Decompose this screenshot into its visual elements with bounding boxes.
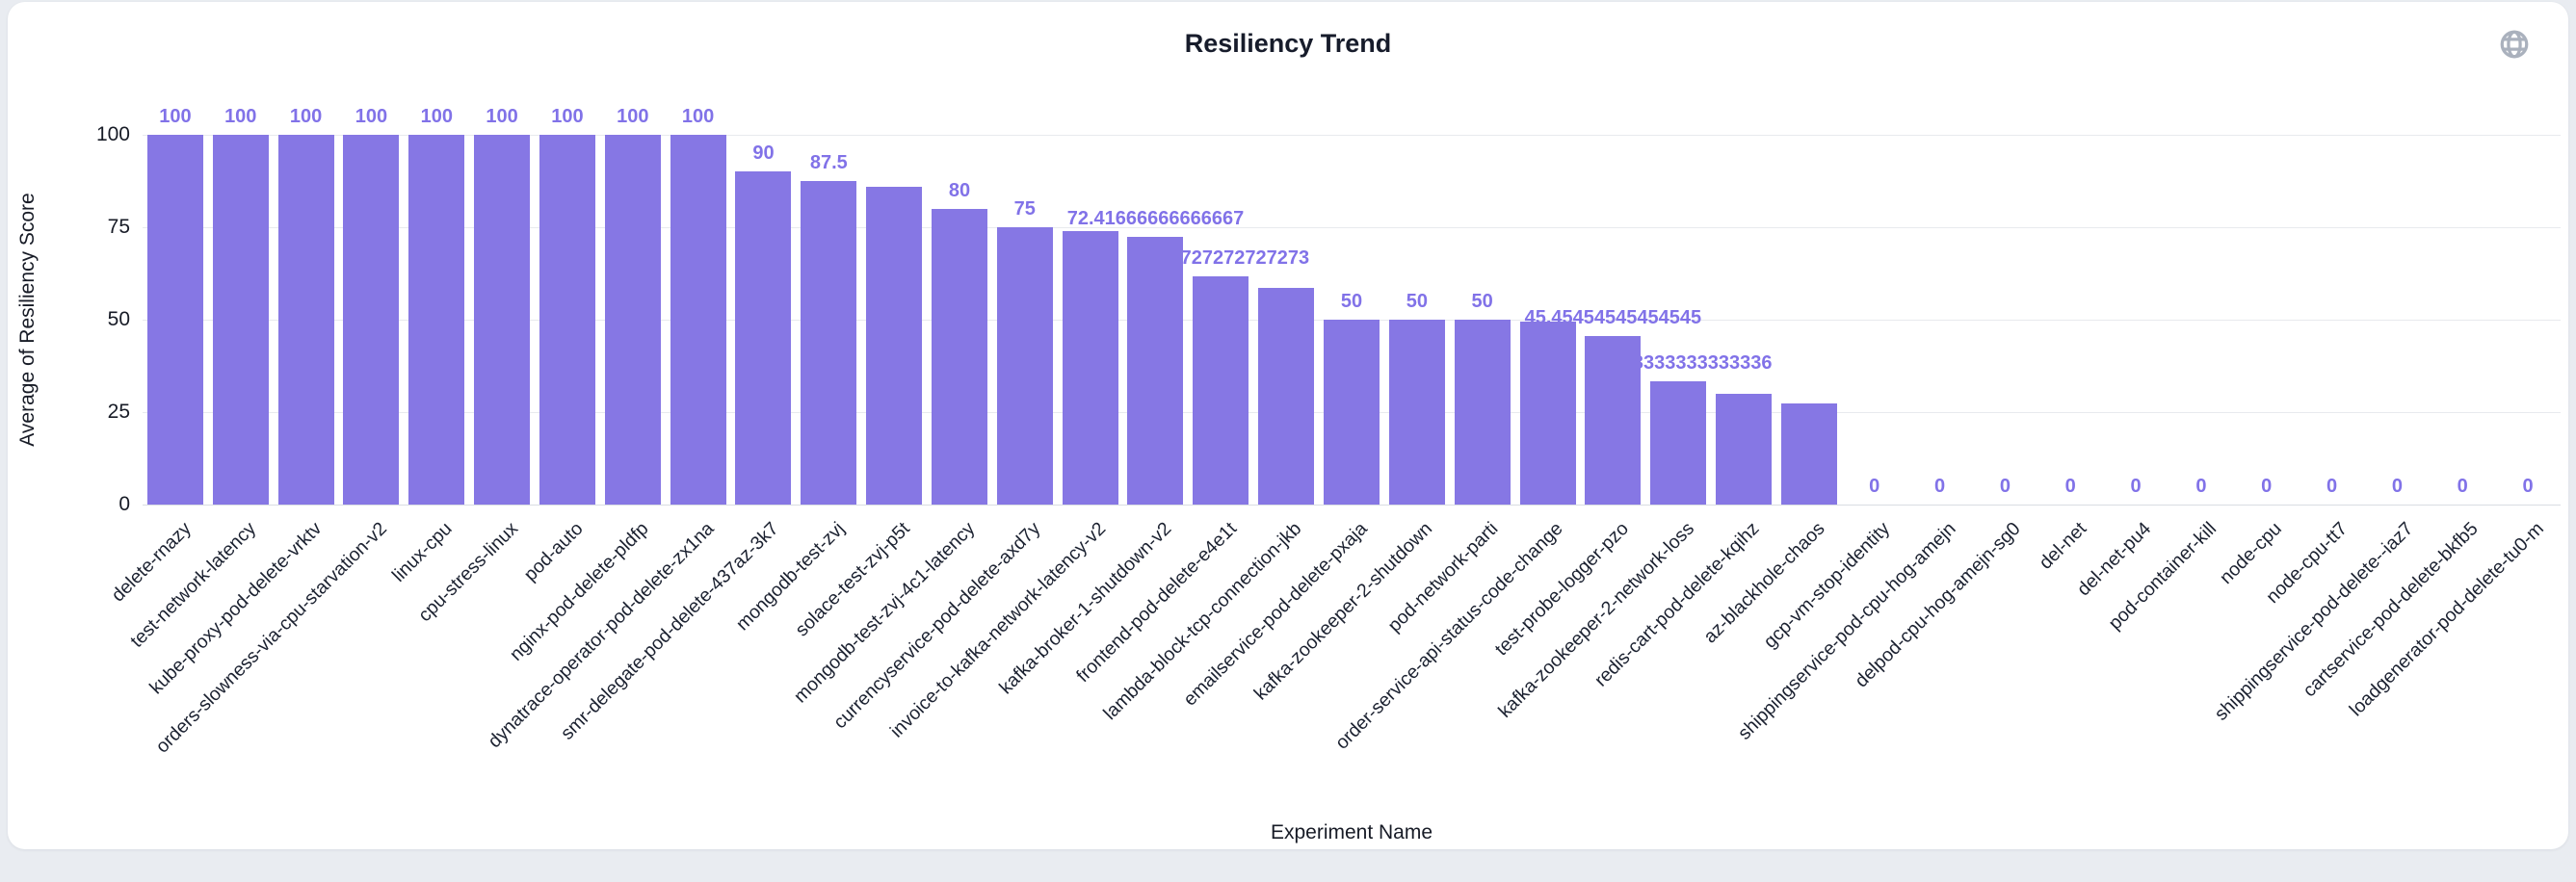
bar[interactable] <box>931 208 987 505</box>
bar-value-label: 80 <box>948 179 971 201</box>
bar[interactable] <box>1716 393 1773 505</box>
bar[interactable] <box>277 135 334 505</box>
bar[interactable] <box>1780 403 1837 505</box>
bar-value-label: 0 <box>1933 476 1946 497</box>
bar[interactable] <box>801 181 857 505</box>
chart-title: Resiliency Trend <box>1184 29 1392 58</box>
bar-value-label: 50 <box>1340 291 1363 312</box>
y-tick-label: 100 <box>95 123 130 145</box>
bar-value-label: 0 <box>2261 476 2273 497</box>
bar[interactable] <box>539 135 595 505</box>
bar-value-label: 100 <box>224 106 257 127</box>
bar[interactable] <box>343 135 400 505</box>
bar-value-label: 87.5 <box>809 152 848 173</box>
bar[interactable] <box>474 135 531 505</box>
x-tick-label: pod-auto <box>519 518 588 585</box>
bar[interactable] <box>408 135 465 505</box>
x-tick-label: gcp-vm-stop-identity <box>1759 518 1895 653</box>
bar-value-label: 0 <box>1999 476 2011 497</box>
bar-value-label: 75 <box>1013 198 1036 220</box>
x-tick-label: dynatrace-operator-pod-delete-zx1na <box>483 518 719 753</box>
bar-value-label: 90 <box>752 143 775 165</box>
bar[interactable] <box>866 186 923 505</box>
bar-value-label: 100 <box>289 106 323 127</box>
bar[interactable] <box>1585 336 1642 505</box>
bar-value-label: 72.41666666666667 <box>1066 207 1245 229</box>
x-tick-label: az-blackhole-chaos <box>1699 518 1829 648</box>
bar-value-label: 100 <box>355 106 388 127</box>
bar[interactable] <box>146 135 203 505</box>
gridline <box>143 227 2561 228</box>
bar-value-label: 100 <box>420 106 453 127</box>
y-tick-label: 0 <box>118 493 130 515</box>
bar[interactable] <box>212 135 269 505</box>
bar-value-label: 100 <box>486 106 518 127</box>
bar-value-label: 100 <box>551 106 584 127</box>
y-tick-label: 25 <box>107 401 130 423</box>
bar[interactable] <box>1062 230 1118 505</box>
bar-value-label: 100 <box>617 106 649 127</box>
gridline <box>143 135 2561 136</box>
gridline <box>143 505 2561 506</box>
x-tick-label: order-service-api-status-code-change <box>1331 518 1568 754</box>
bar[interactable] <box>1650 381 1707 505</box>
y-tick-label: 75 <box>107 216 130 238</box>
x-axis-title: Experiment Name <box>1270 821 1433 843</box>
bar[interactable] <box>1193 275 1249 505</box>
bar[interactable] <box>604 135 661 505</box>
bar-value-label: 100 <box>159 106 192 127</box>
bar-value-label: 0 <box>2457 476 2468 497</box>
x-tick-label: orders-slowness-via-cpu-starvation-v2 <box>151 518 391 758</box>
x-tick-label: solace-test-zvj-p5t <box>791 518 914 641</box>
bar[interactable] <box>735 171 792 505</box>
x-tick-label: pod-network-parti <box>1383 518 1503 636</box>
bar-value-label: 0 <box>2195 476 2207 497</box>
bar-value-label: 0 <box>2391 476 2403 497</box>
bar[interactable] <box>1519 321 1576 505</box>
bar[interactable] <box>1258 287 1315 505</box>
bar[interactable] <box>996 227 1053 505</box>
x-tick-label: test-network-latency <box>126 518 261 652</box>
bar-value-label: 0 <box>2326 476 2338 497</box>
bar-value-label: 50 <box>1406 291 1428 312</box>
bar-value-label: 100 <box>681 106 715 127</box>
bar-value-label: 0 <box>2064 476 2076 497</box>
bar-value-label: 0 <box>2130 476 2142 497</box>
bar[interactable] <box>1324 320 1380 505</box>
bar[interactable] <box>670 135 726 505</box>
bar[interactable] <box>1388 320 1445 505</box>
y-tick-label: 50 <box>107 308 130 330</box>
bar-value-label: 0 <box>1869 476 1880 497</box>
bar-value-label: 0 <box>2522 476 2534 497</box>
x-tick-label: linux-cpu <box>388 518 457 586</box>
bar[interactable] <box>1127 236 1184 505</box>
x-tick-label: del-net <box>2035 518 2090 574</box>
bar[interactable] <box>1454 320 1511 505</box>
bar-value-label: 50 <box>1471 291 1493 312</box>
globe-icon[interactable] <box>2498 28 2531 61</box>
